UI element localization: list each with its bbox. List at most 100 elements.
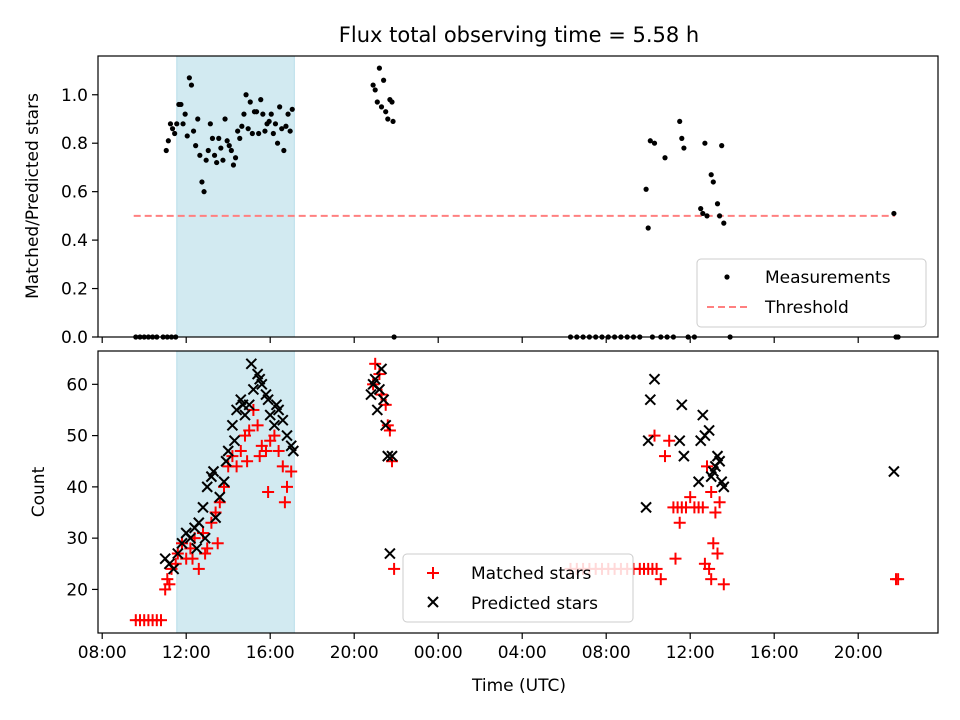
ratio-panel: Flux total observing time = 5.58 h 0.00.…	[23, 23, 939, 348]
measurement-point	[370, 82, 376, 88]
legend-box	[696, 258, 927, 328]
x-tick-label: 08:00	[78, 643, 127, 663]
matched-star-point	[163, 578, 176, 591]
cross-b	[281, 429, 293, 442]
y-tick-label: 30	[66, 529, 88, 549]
measurement-point	[226, 143, 232, 149]
predicted-star-point	[365, 388, 377, 401]
measurement-point	[222, 116, 228, 122]
measurement-point	[287, 128, 293, 134]
y-tick-label: 0.8	[61, 134, 88, 154]
measurement-point	[662, 155, 668, 161]
predicted-star-point	[197, 501, 209, 514]
measurement-point	[163, 147, 169, 154]
measurement-point	[679, 135, 685, 141]
cross-b	[673, 435, 686, 447]
measurement-point	[381, 77, 387, 83]
measurement-point	[272, 121, 279, 127]
predicted-star-point	[193, 517, 205, 529]
cross-b	[220, 455, 232, 467]
measurement-point	[216, 135, 222, 141]
measurement-point	[249, 130, 255, 137]
cross-b	[262, 394, 274, 406]
matched-star-point	[278, 496, 291, 509]
y-tick-label: 50	[66, 427, 88, 447]
cross-b	[270, 399, 283, 411]
predicted-star-point	[713, 455, 726, 467]
cross-b	[226, 419, 239, 432]
cross-b	[715, 476, 728, 488]
predicted-star-point	[172, 547, 184, 560]
matched-star-point	[892, 573, 905, 586]
matched-star-point	[268, 429, 281, 442]
band-rect	[176, 55, 295, 338]
measurement-point	[717, 213, 723, 219]
cross-b	[193, 517, 205, 529]
matched-star-point	[241, 455, 254, 468]
measurement-point	[186, 75, 192, 81]
measurement-point	[243, 92, 249, 98]
predicted-star-point	[207, 465, 220, 478]
y-axis-label: Count	[29, 466, 49, 517]
measurement-point	[232, 155, 239, 161]
matched-star-point	[388, 562, 401, 575]
matched-star-point	[707, 537, 720, 550]
predicted-star-point	[379, 419, 392, 432]
cross-b	[218, 476, 230, 488]
matched-star-point	[701, 460, 713, 473]
measurement-point	[645, 225, 651, 231]
x-tick-label: 16:00	[246, 643, 295, 663]
predicted-star-point	[226, 419, 239, 432]
cross-b	[207, 465, 220, 478]
measurement-point	[190, 128, 197, 134]
predicted-star-point	[209, 511, 222, 524]
cross-b	[703, 424, 715, 437]
matched-star-point	[717, 578, 730, 591]
y-tick-label: 40	[66, 478, 88, 498]
matched-star-point	[234, 444, 247, 457]
measurement-point	[178, 101, 184, 108]
measurement-point	[230, 162, 237, 168]
measurement-point	[698, 206, 704, 212]
predicted-star-point	[371, 404, 384, 416]
matched-star-point	[251, 419, 264, 432]
measurement-point	[253, 109, 260, 115]
measurement-point	[643, 186, 649, 192]
predicted-star-point	[190, 542, 203, 555]
band-rect	[176, 350, 295, 634]
measurement-point	[165, 138, 171, 144]
matched-star-point	[698, 557, 711, 570]
matched-star-point	[663, 434, 676, 447]
observing-band	[176, 350, 295, 634]
matched-star-point	[705, 486, 718, 498]
x-tick-label: 04:00	[498, 643, 547, 663]
measurement-point	[228, 147, 234, 154]
measurement-point	[279, 126, 285, 132]
predicted-star-point	[184, 532, 197, 544]
measurement-point	[262, 128, 268, 134]
measurement-point	[378, 104, 385, 110]
measurement-point	[169, 126, 176, 132]
y-axis-label: Matched/Predicted stars	[23, 93, 43, 299]
cross-b	[239, 409, 251, 421]
measurement-point	[172, 130, 178, 137]
predicted-star-point	[678, 450, 690, 462]
cross-b	[235, 394, 247, 406]
plot-frame	[97, 55, 939, 338]
observing-band	[176, 55, 295, 338]
matched-star-point	[654, 573, 667, 586]
measurement-point	[385, 116, 391, 122]
matched-star-point	[243, 424, 256, 437]
predicted-star-point	[176, 537, 188, 549]
predicted-star-point	[222, 445, 234, 457]
measurement-point	[270, 130, 276, 137]
measurement-point	[277, 104, 283, 110]
measurement-point	[188, 82, 195, 88]
y-axis-ticks: 20 30 40 50 60	[66, 375, 98, 600]
measurement-point	[199, 179, 205, 185]
y-tick-label: 0.6	[61, 183, 88, 203]
measurement-point	[700, 210, 706, 217]
x-axis-label: Time (UTC)	[471, 676, 566, 696]
predicted-star-point	[386, 450, 398, 462]
legend-label-threshold: Threshold	[764, 298, 849, 318]
